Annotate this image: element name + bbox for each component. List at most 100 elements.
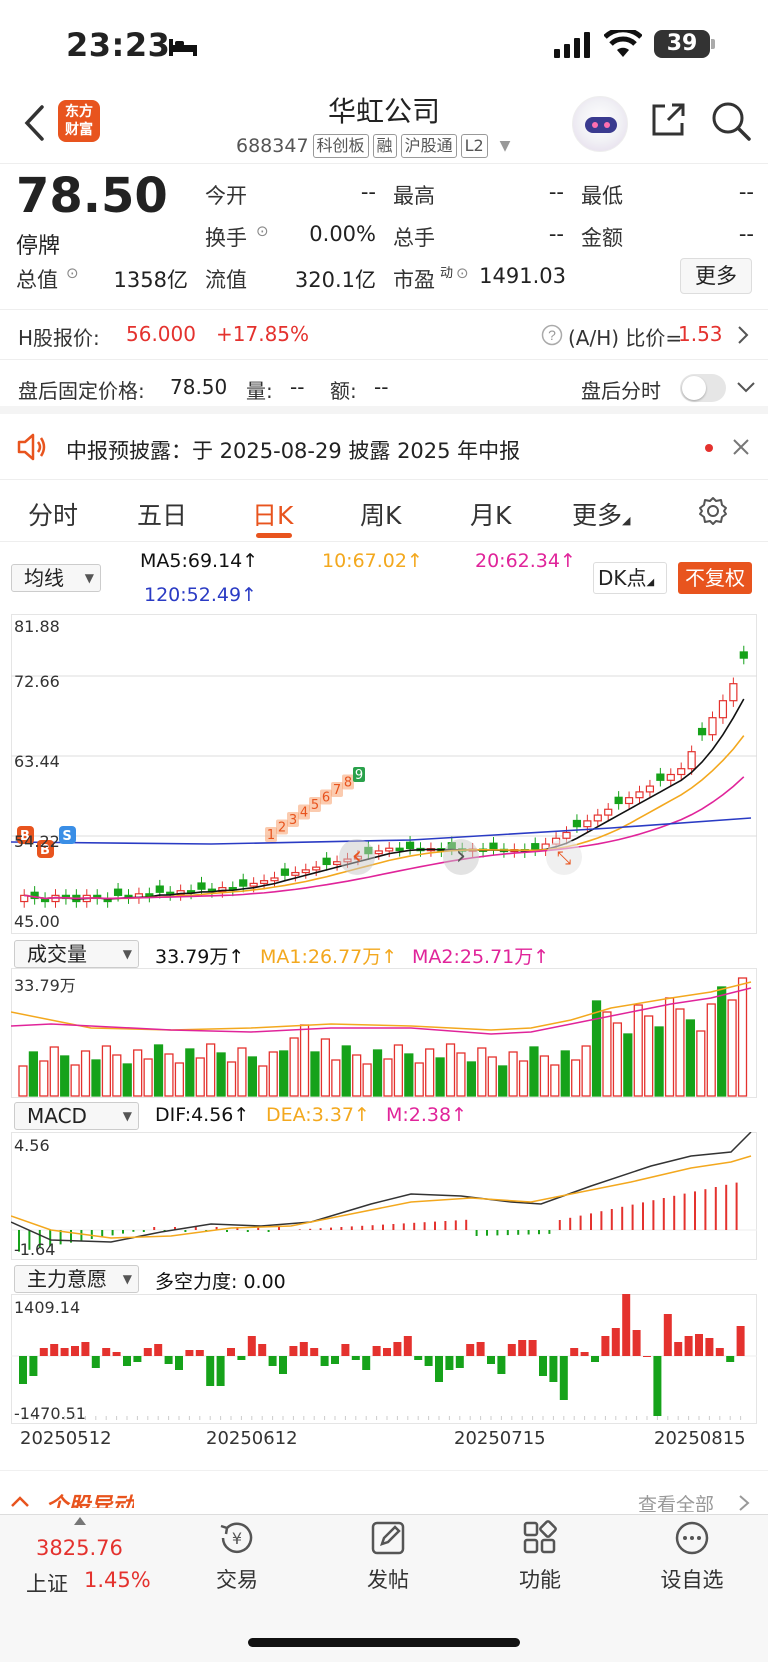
candle [593, 814, 602, 822]
chevron-up-icon[interactable] [10, 1496, 30, 1508]
mainforce-bar [123, 1356, 131, 1366]
volume-ma2-line [11, 987, 752, 1035]
volume-bar [28, 1051, 39, 1097]
tab-more[interactable]: 更多◢ [572, 496, 630, 532]
dif-line [11, 1132, 752, 1243]
stock-name: 华虹公司 [327, 95, 440, 128]
last-price: 78.50 [16, 168, 168, 224]
volume-select[interactable]: 成交量 ▼ [14, 940, 139, 968]
candle [270, 877, 279, 882]
stock-movers-section[interactable] [0, 1470, 768, 1516]
kline-y-label: 45.00 [14, 912, 60, 931]
candle [249, 882, 258, 887]
mainforce-bar [279, 1356, 287, 1374]
tab-trade[interactable]: ¥ 交易 [187, 1520, 287, 1594]
sequence-marker [276, 819, 288, 835]
ma5-line [24, 698, 745, 900]
tab-daily-k[interactable]: 日K [252, 501, 294, 530]
close-icon[interactable] [732, 438, 750, 456]
volume-chart[interactable] [11, 968, 757, 1098]
candle [687, 751, 696, 770]
macd-chart[interactable] [11, 1132, 757, 1260]
mainforce-chart[interactable] [11, 1294, 757, 1424]
kline-chart-frame[interactable] [11, 614, 757, 934]
tab-intraday[interactable]: 分时 [28, 501, 79, 530]
status-time: 23:23 [66, 26, 171, 64]
indicator-select[interactable]: 均线 ▼ [11, 564, 101, 592]
h-share-row[interactable] [0, 310, 768, 360]
sequence-marker-label: 8 [344, 776, 352, 791]
macd-chart-frame [11, 1132, 757, 1260]
volume-value: 33.79万↑ [155, 946, 245, 968]
settings-gear-icon[interactable] [698, 496, 728, 526]
mainforce-bar [372, 1346, 381, 1356]
chevron-right-icon[interactable] [738, 1494, 750, 1512]
kline-chart[interactable]: ‹ › ⤡BBS 1 2 3 4 5 6 7 8 9 [11, 614, 757, 934]
volume-bar [445, 1043, 456, 1097]
adjust-button[interactable]: 不复权 [678, 562, 752, 594]
candle [405, 841, 415, 850]
chevron-left-icon[interactable] [22, 104, 48, 142]
battery-icon: 39 [654, 30, 710, 58]
candle [614, 796, 623, 805]
index-change[interactable]: 1.45% [84, 1568, 151, 1592]
volume-bar [237, 1047, 247, 1097]
info-icon[interactable]: ⊙ [456, 264, 469, 282]
info-icon[interactable]: ⊙ [66, 264, 79, 282]
ma20-label: 20:62.34↑ [475, 550, 576, 572]
candle [531, 843, 540, 851]
float-cap-label: 流值 [205, 268, 247, 292]
post-market-toggle[interactable] [680, 374, 726, 402]
tab-post[interactable]: 发帖 [338, 1520, 438, 1594]
index-value[interactable]: 3825.76 [36, 1536, 123, 1560]
info-icon[interactable]: ⊙ [256, 222, 269, 240]
mainforce-bar [258, 1344, 267, 1356]
mainforce-bar [133, 1356, 142, 1362]
help-icon[interactable]: ? [541, 324, 563, 346]
volume-bar [571, 1059, 581, 1097]
mainforce-bar [611, 1328, 620, 1356]
macd-dif: DIF:4.56↑ [155, 1104, 250, 1126]
ai-assistant-icon[interactable] [572, 96, 628, 152]
macd-select[interactable]: MACD ▼ [14, 1102, 139, 1130]
h-share-price: 56.000 [126, 322, 196, 346]
trade-marker [59, 826, 76, 844]
more-button[interactable]: 更多 [680, 258, 752, 294]
mainforce-bar [50, 1344, 59, 1356]
tab-add-watchlist[interactable]: 设自选 [642, 1520, 742, 1594]
candle [583, 820, 592, 828]
share-icon[interactable] [648, 100, 688, 140]
tab-weekly-k[interactable]: 周K [360, 501, 402, 530]
chevron-down-icon[interactable] [736, 380, 756, 394]
trade-marker-label: B [40, 843, 50, 858]
candle [322, 857, 331, 866]
movers-view-all[interactable]: 查看全部 [638, 1494, 715, 1512]
app-logo[interactable]: 东方 财富 [58, 100, 100, 142]
index-name[interactable]: 上证 [26, 1572, 68, 1596]
dk-point-button[interactable]: DK点◢ [593, 562, 667, 594]
chevron-down-icon[interactable]: ▼ [499, 138, 511, 154]
sequence-marker-label: 9 [355, 768, 363, 783]
tab-five-day[interactable]: 五日 [137, 501, 188, 530]
candle [635, 791, 644, 799]
mainforce-bar [632, 1330, 641, 1356]
volume-ma1: MA1:26.77万↑ [260, 946, 398, 968]
mainforce-select[interactable]: 主力意愿 ▼ [14, 1265, 139, 1293]
sleep-mode-icon [169, 39, 197, 56]
kline-y-label: 72.66 [14, 672, 60, 691]
tab-functions[interactable]: 功能 [490, 1520, 590, 1594]
search-icon[interactable] [710, 100, 752, 142]
volume-bar [341, 1045, 351, 1097]
volume-bar [299, 1024, 310, 1097]
mainforce-bar [195, 1350, 204, 1356]
mainforce-bar [227, 1348, 235, 1356]
volume-bar [383, 1058, 393, 1097]
tab-monthly-k[interactable]: 月K [470, 501, 512, 530]
candle [374, 850, 383, 855]
trade-marker-label: B [20, 829, 30, 844]
tab-more-label: 更多 [572, 501, 623, 530]
sequence-marker [287, 812, 299, 827]
notice-bar[interactable] [0, 414, 768, 480]
high-value: -- [548, 180, 564, 204]
chevron-right-icon[interactable] [736, 324, 750, 346]
